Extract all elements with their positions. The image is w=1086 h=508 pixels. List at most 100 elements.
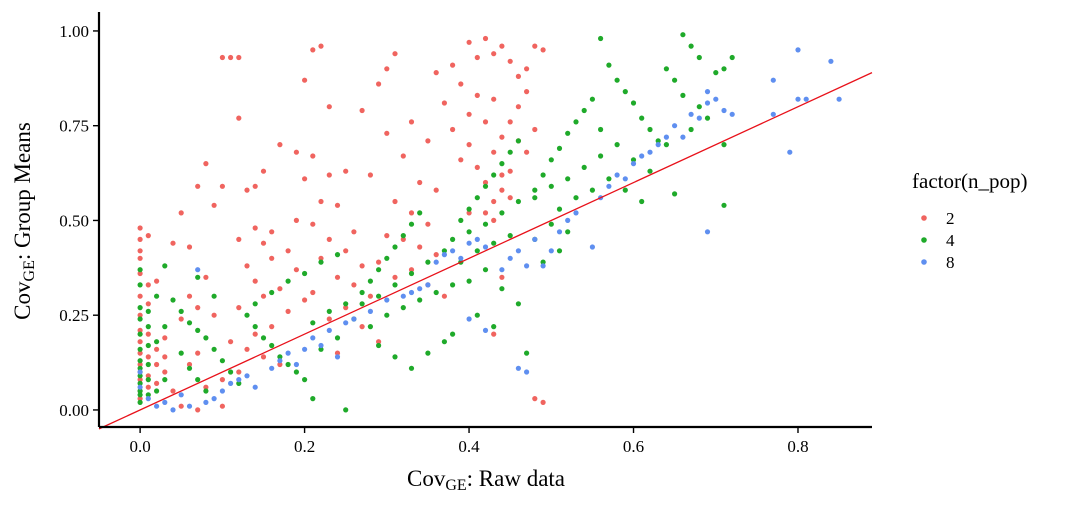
data-point-8 <box>524 369 530 375</box>
data-point-4 <box>425 259 431 265</box>
data-point-4 <box>680 32 686 38</box>
data-point-2 <box>376 259 382 265</box>
data-point-2 <box>326 104 332 110</box>
data-point-2 <box>384 233 390 239</box>
data-point-8 <box>162 399 168 405</box>
data-point-2 <box>474 54 480 61</box>
data-point-8 <box>425 282 431 288</box>
data-point-2 <box>507 119 513 125</box>
data-point-8 <box>293 361 299 368</box>
data-point-4 <box>565 229 571 235</box>
data-point-4 <box>195 377 201 383</box>
data-point-2 <box>491 96 497 102</box>
data-point-4 <box>318 259 324 265</box>
data-point-2 <box>154 278 160 284</box>
data-point-4 <box>441 339 447 345</box>
data-point-4 <box>524 350 530 356</box>
data-point-2 <box>482 179 489 186</box>
data-point-8 <box>252 384 258 390</box>
data-point-2 <box>293 217 299 223</box>
data-point-4 <box>450 282 456 288</box>
data-point-2 <box>359 263 365 269</box>
data-point-4 <box>178 350 184 356</box>
x-tick-label: 0.8 <box>787 437 808 456</box>
data-point-8 <box>211 396 217 402</box>
data-point-4 <box>696 54 702 61</box>
data-point-8 <box>326 327 332 333</box>
data-point-2 <box>433 187 439 193</box>
data-point-2 <box>211 202 217 208</box>
data-point-4 <box>293 369 299 375</box>
data-point-4 <box>622 89 628 95</box>
data-point-4 <box>466 206 472 212</box>
data-point-8 <box>351 316 357 322</box>
y-tick-label: 0.25 <box>59 306 89 325</box>
x-tick-label: 0.6 <box>623 437 644 456</box>
data-point-2 <box>491 331 497 337</box>
data-point-4 <box>260 335 267 341</box>
data-point-4 <box>211 293 217 299</box>
data-point-4 <box>145 392 151 398</box>
data-point-4 <box>334 252 341 258</box>
data-point-8 <box>408 289 415 296</box>
data-point-4 <box>491 172 497 178</box>
data-point-2 <box>425 221 431 227</box>
data-point-8 <box>277 358 283 364</box>
data-point-4 <box>277 354 283 360</box>
data-point-2 <box>252 183 258 189</box>
data-point-4 <box>203 335 209 341</box>
data-point-8 <box>828 58 834 64</box>
data-point-8 <box>515 365 522 371</box>
data-point-4 <box>540 172 546 178</box>
data-point-2 <box>137 350 143 356</box>
data-point-2 <box>137 236 143 242</box>
data-point-2 <box>310 221 316 227</box>
data-point-8 <box>269 365 275 371</box>
data-point-2 <box>326 172 332 178</box>
data-point-8 <box>606 183 612 189</box>
data-point-4 <box>145 342 151 349</box>
data-point-2 <box>367 293 373 299</box>
data-point-2 <box>178 403 184 409</box>
data-point-4 <box>137 373 143 379</box>
data-point-8 <box>507 255 513 261</box>
data-point-4 <box>466 278 472 284</box>
data-point-8 <box>573 210 579 216</box>
data-point-4 <box>186 320 193 326</box>
data-point-4 <box>548 157 554 163</box>
data-point-8 <box>236 377 242 383</box>
data-point-2 <box>219 403 225 409</box>
data-point-4 <box>491 324 497 330</box>
data-point-4 <box>482 267 489 273</box>
data-point-2 <box>252 225 258 231</box>
data-point-4 <box>178 308 184 314</box>
data-point-8 <box>145 396 151 402</box>
data-point-4 <box>236 380 242 386</box>
data-point-4 <box>482 221 489 227</box>
legend-key-8 <box>921 259 927 265</box>
data-point-2 <box>293 149 299 155</box>
data-point-4 <box>285 278 291 284</box>
data-point-8 <box>228 380 234 386</box>
legend-key-4 <box>921 237 927 243</box>
data-point-2 <box>351 229 357 235</box>
data-point-4 <box>515 301 522 307</box>
data-point-2 <box>507 195 513 201</box>
data-point-2 <box>507 168 513 174</box>
data-point-8 <box>713 96 719 102</box>
data-point-4 <box>137 365 143 371</box>
data-point-4 <box>417 210 423 216</box>
data-point-2 <box>425 138 431 144</box>
data-point-2 <box>359 107 365 114</box>
data-point-2 <box>343 248 349 254</box>
data-point-2 <box>499 187 505 193</box>
data-point-2 <box>384 130 390 136</box>
data-point-4 <box>162 377 168 383</box>
data-point-2 <box>203 384 209 390</box>
data-point-2 <box>145 354 151 360</box>
data-point-2 <box>137 377 143 383</box>
data-point-2 <box>277 142 283 148</box>
data-point-2 <box>154 346 160 352</box>
data-point-8 <box>203 399 209 405</box>
data-point-4 <box>376 342 382 349</box>
